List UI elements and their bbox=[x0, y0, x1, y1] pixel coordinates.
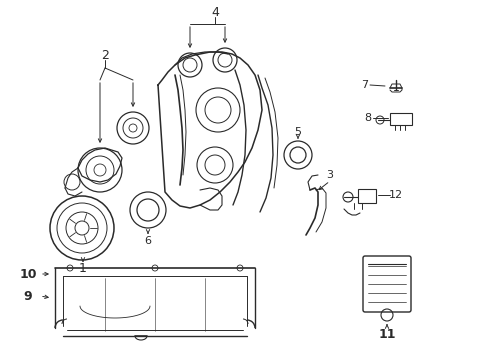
Text: 5: 5 bbox=[294, 127, 301, 137]
Bar bbox=[358, 189, 376, 203]
Text: 2: 2 bbox=[101, 49, 109, 62]
Text: 6: 6 bbox=[145, 236, 151, 246]
Text: 4: 4 bbox=[211, 5, 219, 18]
Text: 3: 3 bbox=[326, 170, 334, 180]
Text: 11: 11 bbox=[378, 328, 396, 341]
Text: 9: 9 bbox=[24, 289, 32, 302]
Text: 10: 10 bbox=[19, 267, 37, 280]
Text: 8: 8 bbox=[365, 113, 371, 123]
Text: 1: 1 bbox=[79, 261, 87, 274]
Bar bbox=[390, 113, 412, 125]
Text: 7: 7 bbox=[362, 80, 368, 90]
Text: 12: 12 bbox=[389, 190, 403, 200]
